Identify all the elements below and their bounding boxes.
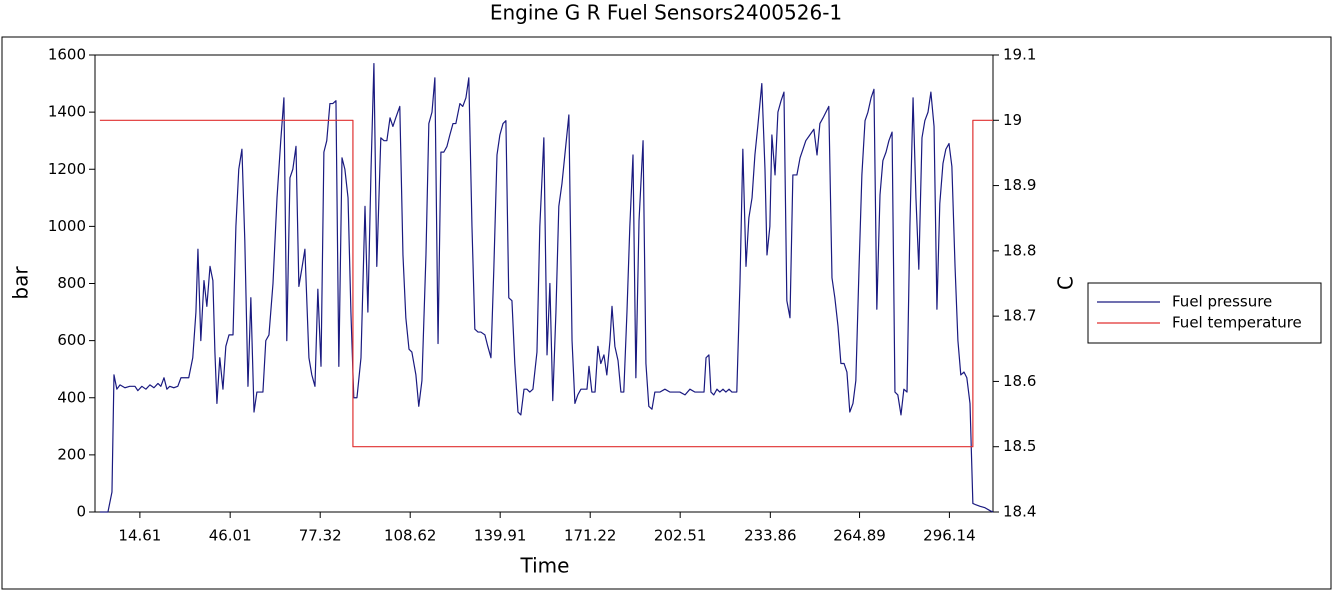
x-axis-label: Time [520, 554, 570, 578]
y2-tick-label: 18.9 [1003, 176, 1036, 194]
x-tick-label: 171.22 [564, 527, 617, 545]
x-tick-label: 14.61 [118, 527, 161, 545]
line-series [99, 62, 994, 513]
x-tick-label: 264.89 [833, 527, 886, 545]
y-tick-label: 400 [57, 388, 86, 406]
y2-tick-label: 18.6 [1003, 372, 1036, 390]
x-tick-label: 108.62 [384, 527, 437, 545]
y-tick-label: 1000 [48, 217, 86, 235]
y-tick-label: 600 [57, 331, 86, 349]
y2-tick-label: 19 [1003, 111, 1022, 129]
x-tick-label: 77.32 [299, 527, 342, 545]
y-tick-label: 1400 [48, 103, 86, 121]
outer-frame [1, 36, 1332, 590]
x-tick-label: 296.14 [923, 527, 976, 545]
y-tick-label: 1200 [48, 160, 86, 178]
legend-label: Fuel temperature [1172, 314, 1302, 332]
legend-box [1087, 282, 1322, 344]
y-tick-label: 1600 [48, 46, 86, 64]
x-tick-label: 202.51 [654, 527, 707, 545]
y2-tick-label: 18.5 [1003, 437, 1036, 455]
y2-tick-label: 19.1 [1003, 46, 1036, 64]
y-tick-label: 200 [57, 445, 86, 463]
y-tick-label: 0 [76, 503, 86, 521]
legend-label: Fuel pressure [1172, 293, 1272, 311]
line-series [99, 119, 993, 448]
y2-tick-label: 18.8 [1003, 241, 1036, 259]
x-tick-label: 233.86 [744, 527, 797, 545]
chart-title: Engine G R Fuel Sensors2400526-1 [490, 1, 842, 25]
y-axis-label: bar [9, 266, 33, 300]
y2-axis-label: C [1054, 276, 1078, 290]
y-tick-label: 800 [57, 274, 86, 292]
y2-tick-label: 18.4 [1003, 503, 1036, 521]
x-tick-label: 46.01 [209, 527, 252, 545]
y2-tick-label: 18.7 [1003, 307, 1036, 325]
x-tick-label: 139.91 [474, 527, 527, 545]
